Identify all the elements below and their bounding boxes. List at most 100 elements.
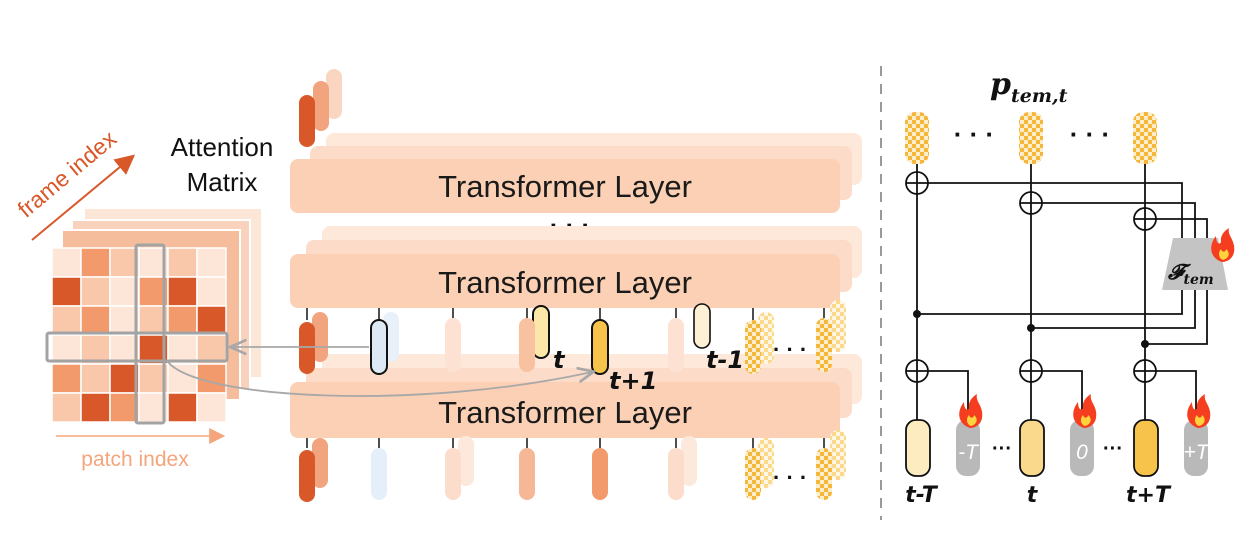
label-t: t (1027, 483, 1039, 508)
temporal-attention-arrow (167, 361, 592, 397)
junction-dot-2 (1027, 324, 1035, 332)
matrix-cell (196, 305, 227, 336)
label-t-minus-T: t-T (905, 483, 938, 508)
input-token-strong (592, 448, 608, 500)
token-checker-2 (816, 318, 832, 372)
sum-node-top-1 (905, 171, 929, 195)
p-tem-label: ptem,t (990, 67, 1068, 107)
small-dots-1: ··· (992, 438, 1012, 460)
matrix-cell (196, 392, 227, 423)
input-token-t-minus-T (905, 419, 931, 477)
matrix-cell (51, 334, 82, 365)
p-tem-token-2 (1019, 112, 1043, 164)
token-blue-query (370, 319, 388, 375)
emb-zero (1070, 420, 1094, 476)
emb-label-plus-T: +T (1183, 441, 1210, 464)
token-label-t-minus-1: t-1 (706, 346, 744, 374)
token-peach-faint (668, 318, 684, 372)
input-token-peach-shadow (458, 436, 474, 486)
emb-label-minus-T: -T (958, 441, 980, 464)
matrix-cell (109, 276, 140, 307)
p-tem-token-1 (905, 112, 929, 164)
matrix-cell (167, 392, 198, 423)
token-checker-shadow (758, 312, 774, 364)
transformer-layer-bottom-label: Transformer Layer (438, 395, 692, 430)
sum-node-top-3 (1133, 207, 1157, 231)
input-token-checker-shadow-2 (830, 430, 846, 480)
embedding-flames (959, 394, 1211, 428)
matrix-cell (51, 363, 82, 394)
junction-dot-1 (913, 310, 921, 318)
sum-node-bottom-2 (1019, 359, 1043, 383)
matrix-cell (80, 276, 111, 307)
matrix-cell (196, 247, 227, 278)
token-dark (299, 322, 315, 374)
flame-icon (1211, 228, 1235, 262)
p-tem-token-3 (1133, 112, 1157, 164)
token-peach (519, 318, 535, 372)
token-label-t: t (553, 346, 566, 374)
input-token-checker-2 (816, 448, 832, 500)
output-token-shadow-2 (326, 69, 342, 119)
token-row-dots: · · · (773, 337, 807, 362)
input-token-t-plus-T (1133, 419, 1159, 477)
transformer-layer-bottom (290, 382, 840, 438)
matrix-cell (51, 305, 82, 336)
input-token-faint-shadow (681, 436, 697, 486)
transformer-stack: Transformer Layer · · · Transformer Laye… (167, 69, 862, 502)
small-dots-2: ··· (1103, 438, 1123, 460)
flame-icon (959, 394, 983, 428)
transformer-layer-top-label: Transformer Layer (438, 169, 692, 204)
frame-index-arrow (31, 154, 136, 241)
temporal-embedding-module: ptem,t · · · · · · (905, 67, 1235, 508)
patch-index-label: patch index (81, 448, 189, 471)
p-tem-subscript: tem,t (1011, 85, 1068, 107)
matrix-cell (80, 392, 111, 423)
output-token-shadow-1 (313, 81, 329, 131)
input-token-peach (445, 448, 461, 500)
input-token-dark (299, 450, 315, 502)
matrix-cell (51, 392, 82, 423)
transformer-layer-middle-label: Transformer Layer (438, 265, 692, 300)
matrix-cell (167, 247, 198, 278)
emb-plus-T (1184, 420, 1208, 476)
matrix-cell (167, 305, 198, 336)
input-token-t (1019, 419, 1045, 477)
matrix-cell (80, 363, 111, 394)
f-tem-subscript: tem (1184, 272, 1214, 288)
input-token-shadow (312, 438, 328, 488)
emb-minus-T (956, 420, 980, 476)
p-tem-dots-2: · · · (1070, 119, 1110, 149)
matrix-cell (80, 334, 111, 365)
intermediate-token-row: t t+1 t-1 · · · (299, 300, 846, 395)
attention-matrix: Attention Matrix frame index patch index (12, 125, 273, 471)
attention-title-line1: Attention (171, 132, 274, 162)
matrix-cell (167, 363, 198, 394)
emb-label-zero: 0 (1076, 441, 1088, 464)
matrix-cell (80, 247, 111, 278)
input-token-row: · · · (299, 430, 846, 502)
attention-title-line2: Matrix (187, 167, 258, 197)
matrix-cell (196, 276, 227, 307)
token-checker-shadow-2 (830, 300, 846, 352)
matrix-cell (80, 305, 111, 336)
token-peach-light (445, 318, 461, 372)
input-token-checker-shadow (758, 438, 774, 488)
sum-node-top-2 (1019, 191, 1043, 215)
output-token (299, 95, 315, 147)
token-checker (745, 320, 761, 374)
wiring (916, 164, 1208, 420)
label-t-plus-T: t+T (1126, 483, 1172, 508)
token-shadow (312, 312, 328, 362)
p-tem-main: p (990, 67, 1011, 102)
token-t-shadow (532, 305, 550, 359)
token-label-t-plus-1: t+1 (609, 367, 657, 395)
junction-dot-3 (1141, 340, 1149, 348)
sum-node-bottom-3 (1133, 359, 1157, 383)
matrix-cell (51, 247, 82, 278)
input-token-mid (519, 448, 535, 500)
sum-node-bottom-1 (905, 359, 929, 383)
input-token-blue (371, 448, 387, 500)
matrix-cell (109, 334, 140, 365)
